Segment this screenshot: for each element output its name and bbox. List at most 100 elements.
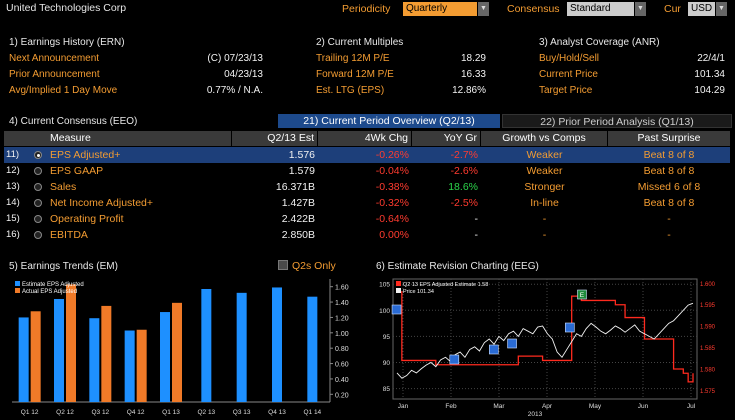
yoy-gr-value: -2.5%	[450, 197, 478, 209]
ern-title[interactable]: 1) Earnings History (ERN)	[9, 37, 125, 48]
earnings-trends-chart: 0.20 0.40 0.60 0.80 1.00 1.20 1.40 1.60 Q1 12 Q2 …	[8, 275, 365, 418]
x-tick-label: Q3 13	[233, 409, 251, 416]
price-series-line	[396, 302, 694, 379]
company-title: United Technologies Corp	[6, 2, 127, 14]
y-tick-label: 0.80	[335, 346, 349, 353]
row-select-radio[interactable]	[34, 167, 42, 175]
4wk-chg-value: -0.32%	[375, 197, 409, 209]
row-select-radio[interactable]	[34, 231, 42, 239]
est-ltg-label: Est. LTG (EPS)	[316, 85, 385, 96]
measure-name[interactable]: EPS GAAP	[50, 165, 104, 177]
growth-vs-comps-value: -	[542, 213, 547, 225]
past-surprise-value: -	[667, 213, 671, 225]
estimate-revision-svg: Jan Feb Mar Apr May Jun Jul 2013 85 90 95 100 105 1.5…	[379, 278, 716, 418]
table-row[interactable]: 11) EPS Adjusted+ 1.576 -0.26% -2.7% Weaker Be…	[4, 147, 730, 163]
q2s-only-label[interactable]: Q2s Only	[292, 260, 336, 272]
table-row[interactable]: 13) Sales 16.371B -0.38% 18.6% Stronger Missed…	[4, 179, 730, 195]
growth-vs-comps-value: Stronger	[524, 181, 565, 193]
growth-vs-comps-value: -	[542, 229, 547, 241]
currency-dropdown-icon[interactable]: ▼	[716, 2, 727, 16]
col-estimate[interactable]: Q2/13 Est	[232, 131, 318, 146]
estimate-value: 1.427B	[281, 197, 315, 209]
estimate-value: 2.422B	[281, 213, 315, 225]
x-tick-label: Feb	[445, 403, 457, 410]
row-number: 15)	[6, 213, 20, 224]
table-row[interactable]: 16) EBITDA 2.850B 0.00% - - -	[4, 227, 730, 243]
col-growth-vs-comps[interactable]: Growth vs Comps	[481, 131, 608, 146]
forward-pe-label: Forward 12M P/E	[316, 69, 394, 80]
col-yoy-gr[interactable]: YoY Gr	[412, 131, 481, 146]
earnings-trends-svg: 0.20 0.40 0.60 0.80 1.00 1.20 1.40 1.60 Q1 12 Q2 …	[12, 279, 349, 416]
measure-name[interactable]: EBITDA	[50, 229, 88, 241]
next-announcement-label: Next Announcement	[9, 53, 100, 64]
table-row[interactable]: 14) Net Income Adjusted+ 1.427B -0.32% -2.5%…	[4, 195, 730, 211]
row-select-radio[interactable]	[34, 215, 42, 223]
event-marker	[391, 304, 402, 315]
table-row[interactable]: 15) Operating Profit 2.422B -0.64% - - -	[4, 211, 730, 227]
earnings-marker	[577, 289, 587, 300]
prior-announcement-value: 04/23/13	[224, 69, 263, 80]
y-tick-label: 1.40	[335, 300, 349, 307]
measure-name[interactable]: EPS Adjusted+	[50, 149, 121, 161]
anr-title[interactable]: 3) Analyst Coverage (ANR)	[539, 37, 660, 48]
currency-label: Cur	[664, 3, 681, 15]
x-tick-label: Q1 13	[162, 409, 180, 416]
prior-announcement-label: Prior Announcement	[9, 69, 100, 80]
actual-bar	[66, 284, 76, 402]
growth-vs-comps-value: In-line	[530, 197, 559, 209]
periodicity-dropdown-icon[interactable]: ▼	[478, 2, 489, 16]
estimate-tick-label: 1.600	[700, 282, 716, 288]
current-price-value: 101.34	[694, 69, 725, 80]
row-number: 14)	[6, 197, 20, 208]
row-select-radio[interactable]	[34, 183, 42, 191]
current-price-label: Current Price	[539, 69, 598, 80]
earnings-marker-label: E	[580, 292, 585, 299]
consensus-select[interactable]: Standard	[567, 2, 634, 16]
consensus-dropdown-icon[interactable]: ▼	[635, 2, 646, 16]
legend-swatch-price	[396, 288, 401, 293]
trailing-pe-label: Trailing 12M P/E	[316, 53, 390, 64]
legend-swatch-estimate	[15, 281, 20, 286]
price-tick-label: 85	[383, 386, 391, 393]
measure-name[interactable]: Sales	[50, 181, 77, 193]
buy-hold-sell-label: Buy/Hold/Sell	[539, 53, 600, 64]
tab-current-period-overview[interactable]: 21) Current Period Overview (Q2/13)	[278, 114, 500, 128]
target-price-value: 104.29	[694, 85, 725, 96]
q2s-only-checkbox[interactable]	[278, 260, 288, 270]
col-measure[interactable]: Measure	[4, 131, 232, 146]
avg-move-label: Avg/Implied 1 Day Move	[9, 85, 118, 96]
row-select-radio[interactable]	[34, 151, 42, 159]
y-tick-label: 1.20	[335, 315, 349, 322]
estimate-bar	[201, 288, 212, 402]
y-tick-label: 1.60	[335, 285, 349, 292]
growth-vs-comps-value: Weaker	[526, 149, 563, 161]
x-tick-label: Q4 13	[268, 409, 286, 416]
estimate-value: 16.371B	[275, 181, 315, 193]
table-row[interactable]: 12) EPS GAAP 1.579 -0.04% -2.6% Weaker Beat 8 …	[4, 163, 730, 179]
col-4wk-chg[interactable]: 4Wk Chg	[318, 131, 412, 146]
4wk-chg-value: -0.38%	[375, 181, 409, 193]
eeg-title[interactable]: 6) Estimate Revision Charting (EEG)	[376, 261, 539, 272]
row-select-radio[interactable]	[34, 199, 42, 207]
legend-estimate: Q2 13 EPS Adjusted Estimate 1.58	[403, 282, 488, 288]
estimate-tick-label: 1.585	[700, 346, 716, 352]
actual-bar	[30, 311, 41, 402]
em-title[interactable]: 5) Earnings Trends (EM)	[9, 261, 118, 272]
actual-bar	[136, 329, 147, 402]
measure-name[interactable]: Operating Profit	[50, 213, 124, 225]
x-year-label: 2013	[528, 411, 543, 418]
yoy-gr-value: 18.6%	[448, 181, 478, 193]
legend-swatch-estimate	[396, 281, 401, 286]
tab-prior-period-analysis[interactable]: 22) Prior Period Analysis (Q1/13)	[502, 114, 732, 128]
row-number: 13)	[6, 181, 20, 192]
periodicity-select[interactable]: Quarterly	[403, 2, 477, 16]
legend-price: Price 101.34	[403, 289, 434, 295]
measure-name[interactable]: Net Income Adjusted+	[50, 197, 154, 209]
col-past-surprise[interactable]: Past Surprise	[637, 132, 701, 144]
periodicity-label: Periodicity	[342, 3, 391, 15]
x-tick-label: Q3 12	[91, 409, 109, 416]
currency-select[interactable]: USD	[688, 2, 715, 16]
x-tick-label: Jun	[638, 403, 649, 410]
eeo-title[interactable]: 4) Current Consensus (EEO)	[9, 116, 138, 127]
price-tick-label: 100	[379, 308, 390, 315]
